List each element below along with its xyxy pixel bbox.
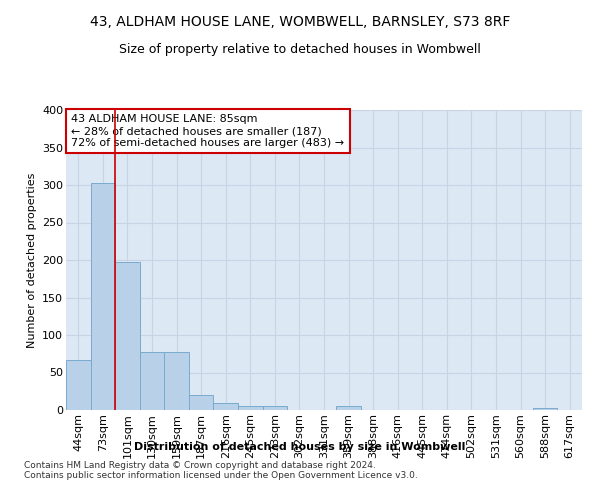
- Text: Contains HM Land Registry data © Crown copyright and database right 2024.
Contai: Contains HM Land Registry data © Crown c…: [24, 460, 418, 480]
- Bar: [238, 406, 263, 410]
- Bar: [533, 408, 557, 410]
- Bar: [115, 262, 140, 410]
- Y-axis label: Number of detached properties: Number of detached properties: [26, 172, 37, 348]
- Bar: [140, 352, 164, 410]
- Bar: [336, 406, 361, 410]
- Bar: [66, 360, 91, 410]
- Bar: [214, 402, 238, 410]
- Bar: [91, 182, 115, 410]
- Text: Distribution of detached houses by size in Wombwell: Distribution of detached houses by size …: [134, 442, 466, 452]
- Bar: [189, 395, 214, 410]
- Bar: [263, 406, 287, 410]
- Bar: [164, 352, 189, 410]
- Text: 43, ALDHAM HOUSE LANE, WOMBWELL, BARNSLEY, S73 8RF: 43, ALDHAM HOUSE LANE, WOMBWELL, BARNSLE…: [90, 15, 510, 29]
- Text: 43 ALDHAM HOUSE LANE: 85sqm
← 28% of detached houses are smaller (187)
72% of se: 43 ALDHAM HOUSE LANE: 85sqm ← 28% of det…: [71, 114, 344, 148]
- Text: Size of property relative to detached houses in Wombwell: Size of property relative to detached ho…: [119, 42, 481, 56]
